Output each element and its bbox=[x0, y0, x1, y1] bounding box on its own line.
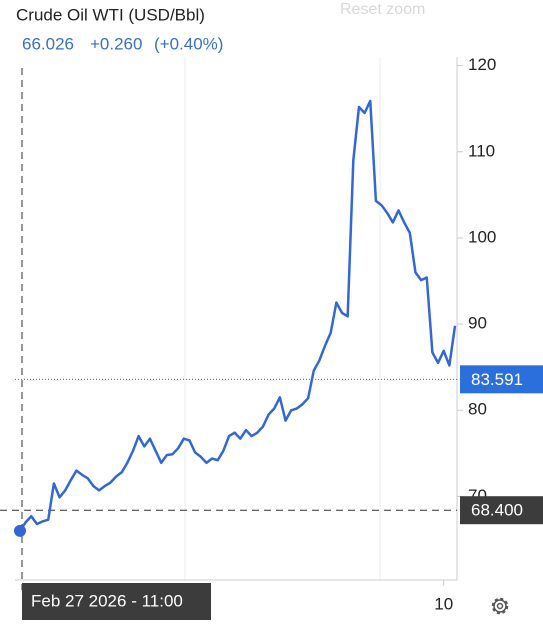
price-line bbox=[18, 99, 457, 532]
reset-zoom[interactable]: Reset zoom bbox=[340, 1, 425, 18]
crosshair-x-label: Feb 27 2026 - 11:00 bbox=[31, 591, 183, 610]
y-tick-label: 100 bbox=[468, 227, 496, 246]
settings-icon[interactable] bbox=[491, 597, 509, 615]
crosshair-y-label: 68.400 bbox=[471, 501, 523, 520]
y-tick-label: 80 bbox=[468, 400, 487, 419]
y-tick-label: 120 bbox=[468, 55, 496, 74]
y-tick-label: 90 bbox=[468, 314, 487, 333]
change: +0.260 bbox=[90, 34, 142, 53]
crosshair-x-box bbox=[22, 583, 211, 620]
change-pct: (+0.40%) bbox=[154, 34, 223, 53]
crosshair-y-box bbox=[460, 496, 543, 525]
chart-title: Crude Oil WTI (USD/Bbl) bbox=[16, 5, 205, 24]
current-price-box bbox=[460, 365, 543, 394]
current-price-label: 83.591 bbox=[471, 370, 523, 389]
x-tick-label: 10 bbox=[434, 594, 453, 613]
y-tick-label: 110 bbox=[468, 141, 495, 160]
price: 66.026 bbox=[22, 34, 74, 53]
hover-point bbox=[14, 524, 26, 537]
